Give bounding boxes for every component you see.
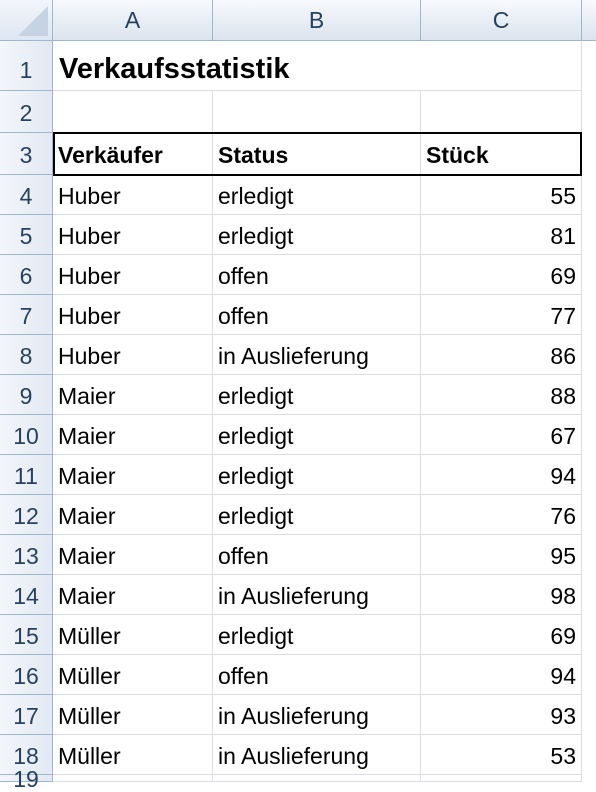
cell-pieces[interactable]: 93 xyxy=(421,695,582,735)
cell-status[interactable]: in Auslieferung xyxy=(213,695,421,735)
cell-pieces[interactable]: 76 xyxy=(421,495,582,535)
cell-seller[interactable]: Huber xyxy=(53,175,213,215)
cell-status[interactable]: erledigt xyxy=(213,455,421,495)
row-header-13[interactable]: 13 xyxy=(0,535,53,575)
select-all-corner[interactable] xyxy=(0,0,53,41)
cell-seller[interactable]: Huber xyxy=(53,335,213,375)
cell-pieces[interactable]: 69 xyxy=(421,615,582,655)
cell-status[interactable]: offen xyxy=(213,295,421,335)
cell-pieces[interactable]: 77 xyxy=(421,295,582,335)
row-header-3[interactable]: 3 xyxy=(0,133,53,175)
row-header-12[interactable]: 12 xyxy=(0,495,53,535)
row-header-10[interactable]: 10 xyxy=(0,415,53,455)
cell-pieces[interactable]: 69 xyxy=(421,255,582,295)
cell-seller[interactable]: Huber xyxy=(53,215,213,255)
header-seller[interactable]: Verkäufer xyxy=(53,133,213,175)
cell-row19-empty[interactable] xyxy=(213,775,421,782)
cell-pieces[interactable]: 53 xyxy=(421,735,582,775)
cell-pieces[interactable]: 88 xyxy=(421,375,582,415)
cell-row2-empty[interactable] xyxy=(421,91,582,133)
cell-status[interactable]: offen xyxy=(213,255,421,295)
cell-status[interactable]: in Auslieferung xyxy=(213,735,421,775)
cell-a1-title[interactable]: Verkaufsstatistik xyxy=(53,41,422,91)
cell-status[interactable]: erledigt xyxy=(213,375,421,415)
cell-row2-empty[interactable] xyxy=(53,91,213,133)
row-header-8[interactable]: 8 xyxy=(0,335,53,375)
cell-pieces[interactable]: 81 xyxy=(421,215,582,255)
cell-seller[interactable]: Maier xyxy=(53,375,213,415)
cell-pieces[interactable]: 86 xyxy=(421,335,582,375)
row-header-16[interactable]: 16 xyxy=(0,655,53,695)
cell-pieces[interactable]: 94 xyxy=(421,655,582,695)
cell-status[interactable]: offen xyxy=(213,655,421,695)
row-header-17[interactable]: 17 xyxy=(0,695,53,735)
column-header-c[interactable]: C xyxy=(421,0,582,41)
row-header-19[interactable]: 19 xyxy=(0,768,53,791)
cell-pieces[interactable]: 98 xyxy=(421,575,582,615)
cell-seller[interactable]: Müller xyxy=(53,615,213,655)
column-header-a[interactable]: A xyxy=(53,0,213,41)
cell-status[interactable]: erledigt xyxy=(213,175,421,215)
cell-seller[interactable]: Maier xyxy=(53,415,213,455)
row-header-14[interactable]: 14 xyxy=(0,575,53,615)
row-header-5[interactable]: 5 xyxy=(0,215,53,255)
cell-seller[interactable]: Huber xyxy=(53,255,213,295)
row-header-4[interactable]: 4 xyxy=(0,175,53,215)
cell-status[interactable]: erledigt xyxy=(213,415,421,455)
cell-seller[interactable]: Müller xyxy=(53,695,213,735)
row-header-7[interactable]: 7 xyxy=(0,295,53,335)
cell-pieces[interactable]: 55 xyxy=(421,175,582,215)
cell-seller[interactable]: Müller xyxy=(53,735,213,775)
cell-status[interactable]: in Auslieferung xyxy=(213,575,421,615)
column-header-row: A B C xyxy=(0,0,596,41)
row-header-1[interactable]: 1 xyxy=(0,41,53,91)
column-header-b[interactable]: B xyxy=(213,0,421,41)
cell-seller[interactable]: Maier xyxy=(53,575,213,615)
cell-seller[interactable]: Maier xyxy=(53,455,213,495)
cell-seller[interactable]: Huber xyxy=(53,295,213,335)
row-header-18[interactable]: 18 xyxy=(0,735,53,775)
header-status[interactable]: Status xyxy=(213,133,421,175)
cell-status[interactable]: in Auslieferung xyxy=(213,335,421,375)
cell-pieces[interactable]: 94 xyxy=(421,455,582,495)
cell-seller[interactable]: Maier xyxy=(53,495,213,535)
cell-row19-empty[interactable] xyxy=(421,775,582,782)
row-header-11[interactable]: 11 xyxy=(0,455,53,495)
cell-row2-empty[interactable] xyxy=(213,91,421,133)
row-header-9[interactable]: 9 xyxy=(0,375,53,415)
cell-status[interactable]: erledigt xyxy=(213,495,421,535)
cell-status[interactable]: offen xyxy=(213,535,421,575)
cell-status[interactable]: erledigt xyxy=(213,215,421,255)
row-header-6[interactable]: 6 xyxy=(0,255,53,295)
cell-row19-empty[interactable] xyxy=(53,775,213,782)
cell-seller[interactable]: Müller xyxy=(53,655,213,695)
row-header-15[interactable]: 15 xyxy=(0,615,53,655)
column-header-d[interactable] xyxy=(582,0,596,41)
cell-seller[interactable]: Maier xyxy=(53,535,213,575)
header-pieces[interactable]: Stück xyxy=(421,133,582,175)
cell-c1[interactable] xyxy=(421,41,582,91)
cell-pieces[interactable]: 67 xyxy=(421,415,582,455)
row-header-2[interactable]: 2 xyxy=(0,91,53,133)
select-all-triangle-icon xyxy=(18,6,48,36)
cell-pieces[interactable]: 95 xyxy=(421,535,582,575)
cell-status[interactable]: erledigt xyxy=(213,615,421,655)
